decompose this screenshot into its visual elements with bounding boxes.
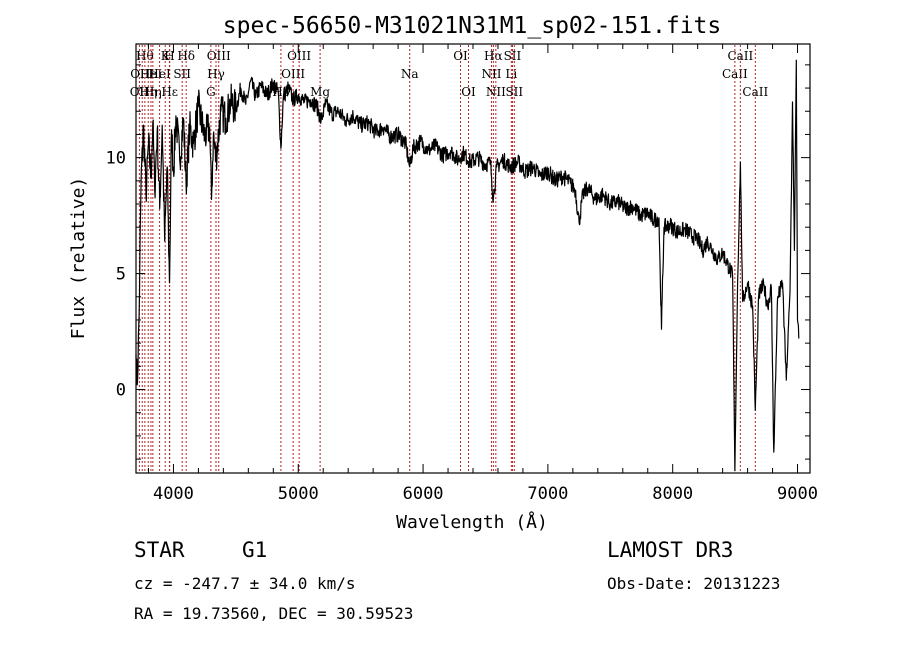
spectrum-chart: spec-56650-M31021N31M1_sp02-151.fits OII…	[68, 13, 818, 533]
line-label: Hθ	[136, 49, 154, 63]
redshift-velocity: cz = -247.7 ± 34.0 km/s	[134, 574, 356, 593]
x-tick-label: 6000	[403, 484, 444, 504]
line-label: OI	[453, 49, 468, 63]
line-label: Li	[505, 67, 517, 81]
x-tick-label: 5000	[278, 484, 319, 504]
x-tick-label: 4000	[153, 484, 194, 504]
line-label: OIII	[207, 49, 231, 63]
line-label: Hδ	[177, 49, 195, 63]
y-axis-label: Flux (relative)	[68, 177, 89, 340]
x-tick-label: 8000	[652, 484, 693, 504]
line-label: SII	[504, 49, 522, 63]
x-axis-label: Wavelength (Å)	[396, 511, 548, 533]
spectral-line-markers: OIIOIIIHθHηHeIHηHeIKHHεSIIHδGHγOIIIHβOII…	[130, 45, 768, 472]
x-tick-label: 9000	[777, 484, 818, 504]
line-label: OI	[461, 85, 476, 99]
line-label: NII	[481, 67, 501, 81]
y-tick-label: 0	[116, 381, 126, 401]
coordinates: RA = 19.73560, DEC = 30.59523	[134, 604, 414, 623]
line-label: OIII	[281, 67, 305, 81]
line-label: K	[161, 49, 171, 63]
line-label: NII	[486, 85, 506, 99]
y-axis: 0 5 10	[106, 64, 810, 460]
x-tick-label: 7000	[527, 484, 568, 504]
line-label: HeI	[148, 67, 171, 81]
line-label: Hε	[161, 85, 178, 99]
line-label: HeI	[140, 67, 163, 81]
x-axis: 4000 5000 6000 7000 8000 9000	[147, 44, 818, 504]
chart-title: spec-56650-M31021N31M1_sp02-151.fits	[223, 13, 722, 39]
observation-date: Obs-Date: 20131223	[607, 574, 781, 593]
y-tick-label: 10	[106, 149, 126, 169]
line-label: SII	[173, 67, 191, 81]
line-label: OII	[130, 85, 150, 99]
line-label: G	[206, 85, 216, 99]
line-label: Hη	[144, 85, 162, 99]
line-label: OIII	[287, 49, 311, 63]
line-label: CaII	[727, 49, 753, 63]
line-label: Hγ	[207, 67, 225, 81]
line-label: Mg	[310, 85, 330, 99]
line-label: CaII	[722, 67, 748, 81]
line-label: Na	[401, 67, 419, 81]
object-class: STAR	[134, 538, 185, 562]
object-subclass: G1	[242, 538, 268, 562]
line-label: H	[164, 49, 174, 63]
line-label: Hα	[484, 49, 503, 63]
survey-name: LAMOST DR3	[607, 538, 734, 562]
spectrum-line	[135, 59, 800, 472]
line-label: Hη	[139, 85, 157, 99]
line-label: SII	[505, 85, 523, 99]
line-label: CaII	[742, 85, 768, 99]
y-tick-label: 5	[116, 265, 126, 285]
